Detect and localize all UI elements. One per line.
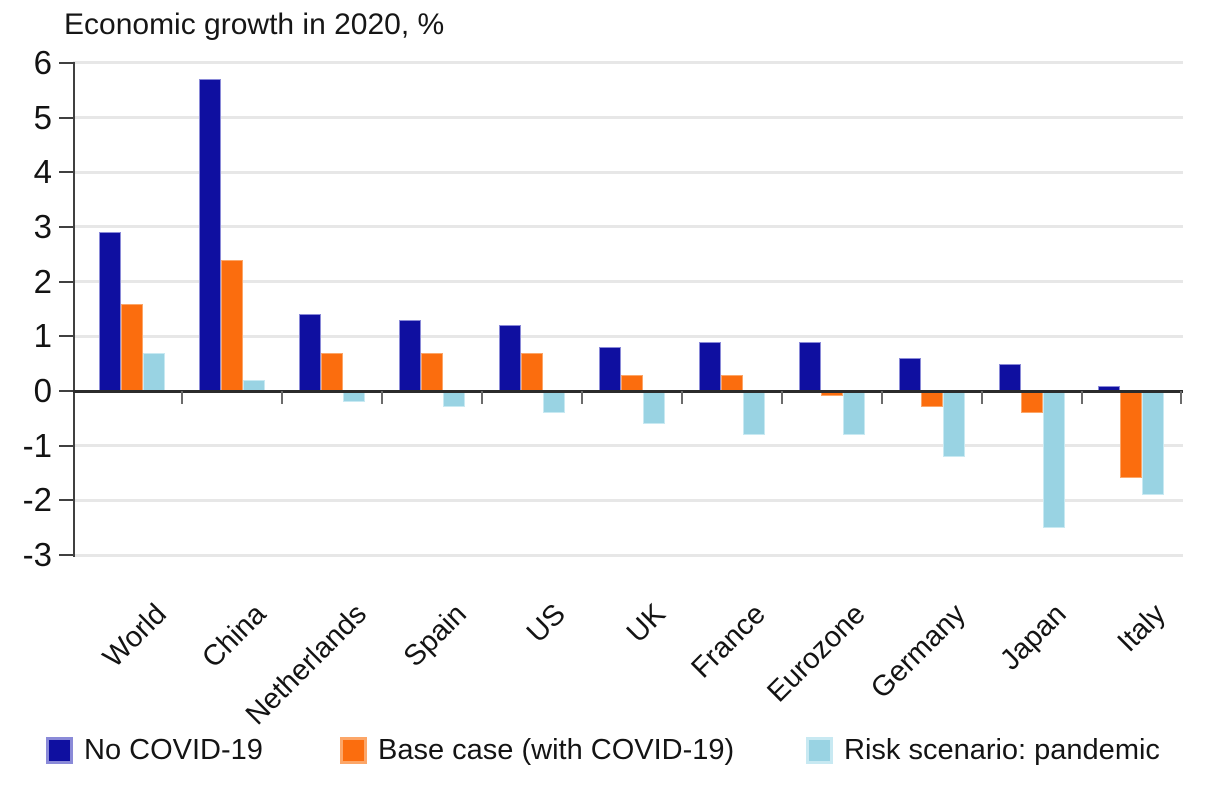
x-axis-tick — [780, 391, 783, 404]
y-axis-tick-label: -2 — [22, 481, 52, 519]
x-axis-tick — [1180, 391, 1183, 404]
gridline — [73, 61, 1183, 65]
y-axis-tick — [59, 390, 75, 392]
x-axis-tick — [980, 391, 983, 404]
y-axis-tick — [59, 171, 75, 174]
bar-no-covid-19-germany — [898, 358, 921, 391]
y-axis-tick — [59, 280, 75, 283]
x-axis-tick — [180, 391, 183, 404]
y-axis-tick — [59, 116, 75, 119]
y-axis-tick — [59, 499, 75, 502]
x-axis-zero-line — [73, 389, 1183, 393]
x-axis-category-label: Germany — [865, 598, 973, 705]
bar-base-case-with-covid-19-world — [120, 303, 143, 391]
x-axis-tick — [380, 391, 383, 404]
bar-risk-scenario-pandemic-france — [742, 391, 765, 435]
bar-risk-scenario-pandemic-eurozone — [842, 391, 865, 435]
y-axis-tick-label: 3 — [33, 207, 52, 245]
x-axis-category-label: France — [685, 598, 773, 685]
y-axis-tick-label: 1 — [33, 317, 52, 355]
bar-base-case-with-covid-19-germany — [920, 391, 943, 408]
x-axis-category-label: Eurozone — [761, 598, 873, 709]
bar-no-covid-19-eurozone — [798, 341, 821, 391]
bar-base-case-with-covid-19-spain — [420, 352, 443, 391]
gridline — [73, 553, 1183, 557]
gridline — [73, 225, 1183, 229]
bar-risk-scenario-pandemic-italy — [1142, 391, 1165, 495]
x-axis-category-label: Japan — [993, 598, 1073, 677]
bar-risk-scenario-pandemic-netherlands — [342, 391, 365, 402]
legend-item-risk-scenario: Risk scenario: pandemic — [806, 734, 1160, 767]
legend-item-base-case: Base case (with COVID-19) — [340, 734, 734, 767]
bar-risk-scenario-pandemic-japan — [1042, 391, 1065, 528]
y-axis-tick — [59, 225, 75, 228]
y-axis-tick — [59, 335, 75, 338]
x-axis-tick — [480, 391, 483, 404]
bar-no-covid-19-japan — [998, 363, 1021, 391]
y-axis-tick — [59, 444, 75, 447]
legend-item-no-covid: No COVID-19 — [46, 734, 263, 767]
y-axis-tick-label: -3 — [22, 536, 52, 573]
gridline — [73, 334, 1183, 338]
bar-risk-scenario-pandemic-us — [542, 391, 565, 413]
x-axis-category-label: Spain — [397, 598, 473, 674]
legend-label-base-case: Base case (with COVID-19) — [378, 734, 735, 766]
bar-risk-scenario-pandemic-world — [142, 352, 165, 391]
bar-no-covid-19-world — [98, 232, 121, 391]
gridline — [73, 498, 1183, 502]
bar-no-covid-19-china — [198, 79, 221, 391]
legend-label-risk-scenario: Risk scenario: pandemic — [844, 734, 1160, 766]
x-axis-tick — [280, 391, 283, 404]
y-axis-tick-label: 6 — [33, 43, 52, 81]
bar-base-case-with-covid-19-italy — [1120, 391, 1143, 479]
bar-risk-scenario-pandemic-uk — [642, 391, 665, 424]
bar-risk-scenario-pandemic-germany — [942, 391, 965, 457]
legend-swatch-risk-scenario — [806, 737, 833, 764]
bar-no-covid-19-uk — [598, 347, 621, 391]
y-axis-tick-label: 2 — [33, 262, 52, 300]
bar-base-case-with-covid-19-netherlands — [320, 352, 343, 391]
y-axis-line — [73, 61, 75, 557]
bar-base-case-with-covid-19-japan — [1020, 391, 1043, 413]
x-axis-category-label: US — [521, 598, 573, 650]
bar-no-covid-19-netherlands — [298, 314, 321, 391]
legend-swatch-no-covid — [46, 737, 73, 764]
x-axis-category-label: UK — [621, 598, 673, 650]
bar-base-case-with-covid-19-china — [220, 259, 243, 391]
bar-no-covid-19-spain — [398, 319, 421, 391]
legend-label-no-covid: No COVID-19 — [84, 734, 263, 766]
bar-no-covid-19-us — [498, 325, 521, 391]
gridline — [73, 116, 1183, 120]
y-axis-tick — [59, 554, 75, 556]
y-axis-tick-label: 0 — [33, 372, 52, 409]
bar-base-case-with-covid-19-us — [520, 352, 543, 391]
y-axis-tick — [59, 61, 75, 64]
x-axis-category-label: Italy — [1111, 598, 1173, 659]
y-axis-tick-label: 4 — [33, 153, 52, 191]
gridline — [73, 170, 1183, 174]
bar-risk-scenario-pandemic-spain — [442, 391, 465, 408]
x-axis-tick — [880, 391, 883, 404]
x-axis-category-label: World — [96, 598, 173, 674]
gridline — [73, 444, 1183, 448]
legend-swatch-base-case — [340, 737, 367, 764]
x-axis-tick — [680, 391, 683, 404]
gridline — [73, 280, 1183, 284]
x-axis-category-label: China — [196, 598, 273, 675]
y-axis-tick-label: -1 — [22, 426, 52, 464]
y-axis-tick-label: 5 — [33, 98, 52, 136]
bar-no-covid-19-france — [698, 341, 721, 391]
x-axis-tick — [1080, 391, 1083, 404]
chart-title: Economic growth in 2020, % — [64, 8, 445, 41]
x-axis-tick — [580, 391, 583, 404]
